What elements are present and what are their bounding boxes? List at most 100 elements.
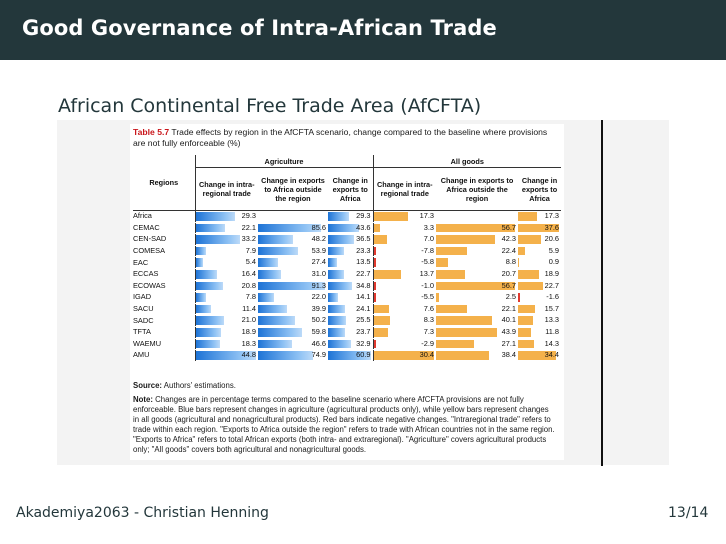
value-bar <box>373 293 377 302</box>
value-bar <box>328 304 345 314</box>
table-cell <box>258 210 328 223</box>
cell-value: 17.3 <box>419 211 435 220</box>
value-bar <box>373 223 381 233</box>
table-cell: 5.9 <box>518 245 562 258</box>
cell-value: 13.7 <box>419 268 435 278</box>
value-bar <box>518 223 560 233</box>
table-cell: 25.5 <box>328 314 374 327</box>
table-cell: 23.3 <box>328 245 374 258</box>
value-bar <box>195 293 206 302</box>
value-bar <box>258 258 279 267</box>
table-cell: 7.3 <box>373 326 437 339</box>
cell-value: 0.9 <box>548 257 560 267</box>
table-cell: 23.7 <box>328 326 374 339</box>
value-bar <box>518 339 534 349</box>
column-header: Change in exports to Africa outside the … <box>436 167 519 211</box>
cell-value: 2.5 <box>505 292 517 302</box>
cell-value: 56.7 <box>501 222 517 232</box>
table-cell: 36.5 <box>328 233 374 246</box>
value-bar <box>436 223 515 233</box>
value-bar <box>518 258 519 267</box>
value-bar <box>195 339 220 349</box>
table-cell: 46.6 <box>258 338 328 351</box>
value-bar <box>328 327 345 337</box>
caption-prefix: Table 5.7 <box>133 127 170 137</box>
value-bar <box>258 327 303 337</box>
slide-subtitle: African Continental Free Trade Area (AfC… <box>58 95 482 117</box>
table-row: IGAD 7.8 22.0 14.1 -5.5 2.5 -1.6 <box>133 291 562 304</box>
value-bar <box>328 212 349 221</box>
cell-value: 59.8 <box>311 326 326 336</box>
cell-value: 18.9 <box>241 326 256 336</box>
table-cell: 18.9 <box>518 268 562 281</box>
table-row: TFTA 18.9 59.8 23.7 7.3 43.9 11.8 <box>133 326 562 339</box>
value-bar <box>328 258 338 267</box>
cell-value: 21.0 <box>241 315 256 325</box>
region-name: Africa <box>133 210 196 223</box>
table-caption: Table 5.7 Trade effects by region in the… <box>133 127 553 149</box>
table-cell: 14.3 <box>518 338 562 351</box>
value-bar <box>328 339 352 349</box>
cell-value: 22.0 <box>311 292 326 302</box>
cell-value: 30.4 <box>419 350 435 360</box>
table-cell: 22.7 <box>328 268 374 281</box>
table-cell: 38.4 <box>436 349 519 362</box>
table-cell: 20.6 <box>518 233 562 246</box>
table-cell: 56.7 <box>436 222 519 235</box>
table-row: AMU 44.8 74.9 60.9 30.4 38.4 34.4 <box>133 349 562 362</box>
value-bar <box>328 351 371 360</box>
cell-value: 43.9 <box>501 326 517 336</box>
value-bar <box>195 304 211 314</box>
value-bar <box>436 293 440 302</box>
cell-value: 60.9 <box>356 350 371 360</box>
cell-value: 23.3 <box>356 245 371 255</box>
cell-value: 53.9 <box>311 245 326 255</box>
table-notes: Source: Authors' estimations. Note: Chan… <box>133 381 555 459</box>
table-cell: 39.9 <box>258 303 328 316</box>
value-bar <box>518 281 543 291</box>
table-cell: 14.1 <box>328 291 374 304</box>
table-row: Africa 29.3 29.3 17.3 17.3 <box>133 210 562 223</box>
cell-value: 22.7 <box>544 280 560 290</box>
region-name: WAEMU <box>133 338 196 351</box>
cell-value: 40.1 <box>501 315 517 325</box>
table-cell: 16.4 <box>195 268 258 281</box>
table-cell: 91.3 <box>258 280 328 293</box>
cell-value: 20.6 <box>544 234 560 244</box>
table-cell: 56.7 <box>436 280 519 293</box>
table-cell: 11.8 <box>518 326 562 339</box>
footer-author: Akademiya2063 - Christian Henning <box>16 505 269 521</box>
column-header: Change in exports to Africa outside the … <box>258 167 328 211</box>
source-line: Source: Authors' estimations. <box>133 381 555 391</box>
cell-value: 13.5 <box>356 257 371 267</box>
table-cell: 44.8 <box>195 349 258 362</box>
table-cell: 7.8 <box>195 291 258 304</box>
table-cell: 7.6 <box>373 303 437 316</box>
cell-value: 3.3 <box>423 222 435 232</box>
cell-value: 7.8 <box>245 292 256 302</box>
column-header: Change in exports to Africa <box>518 167 562 211</box>
cell-value: 20.8 <box>241 280 256 290</box>
value-bar <box>373 304 389 314</box>
value-bar <box>258 235 294 244</box>
table-cell: 48.2 <box>258 233 328 246</box>
table-cell: 8.8 <box>436 256 519 269</box>
source-label: Source: <box>133 381 163 390</box>
table-cell: 8.3 <box>373 314 437 327</box>
trade-effects-table: Regions Agriculture All goods Change in … <box>133 155 562 362</box>
cell-value: 25.5 <box>356 315 371 325</box>
region-name: IGAD <box>133 291 196 304</box>
caption-text: Trade effects by region in the AfCFTA sc… <box>133 127 548 148</box>
value-bar <box>373 327 388 337</box>
cell-value: 11.4 <box>242 303 256 313</box>
table-cell: 3.3 <box>373 222 437 235</box>
cell-value: 13.3 <box>544 315 560 325</box>
table-cell: 17.3 <box>373 210 437 223</box>
value-bar <box>373 269 401 279</box>
cell-value: 39.9 <box>311 303 326 313</box>
value-bar <box>328 246 345 256</box>
cell-value: 50.2 <box>311 315 326 325</box>
value-bar <box>373 316 390 325</box>
value-bar <box>373 281 377 291</box>
value-bar <box>258 281 326 291</box>
